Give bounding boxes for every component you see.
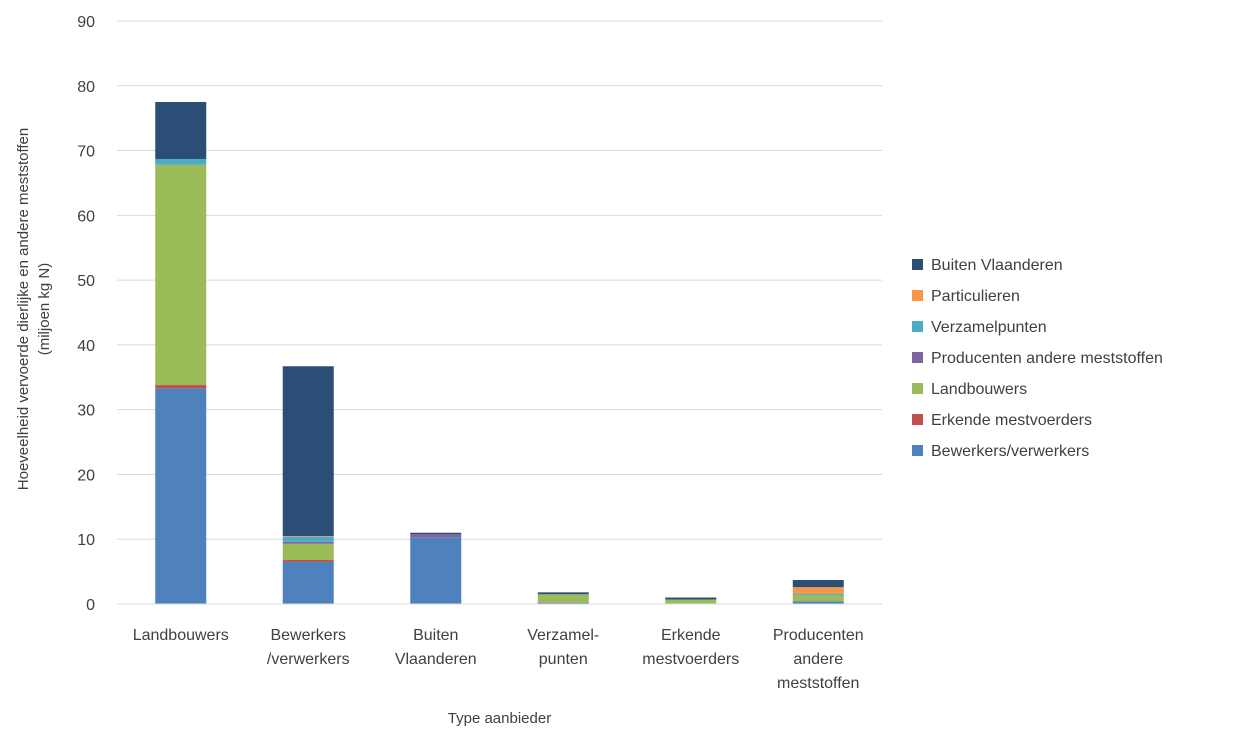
- y-axis-label-line: (miljoen kg N): [36, 263, 53, 356]
- y-axis-label: Hoeveelheid vervoerde dierlijke en ander…: [15, 128, 53, 490]
- bar-segment: [537, 592, 589, 595]
- y-tick-label: 40: [77, 338, 95, 355]
- y-tick-label: 80: [77, 79, 95, 96]
- legend-label: Producenten andere meststoffen: [931, 350, 1163, 367]
- bar-segment: [282, 561, 334, 604]
- y-tick-label: 0: [86, 597, 95, 614]
- x-tick-label: Erkende: [661, 627, 721, 644]
- legend-label: Landbouwers: [931, 381, 1027, 398]
- bar-segment: [282, 535, 334, 537]
- bar-segment: [282, 536, 334, 542]
- bar-segment: [282, 543, 334, 560]
- y-axis-label-line: Hoeveelheid vervoerde dierlijke en ander…: [15, 128, 32, 490]
- x-tick-label: punten: [539, 651, 588, 668]
- bar-segment: [792, 587, 844, 594]
- y-axis-ticks: 0 10 20 30 40 50 60 70 80 90: [77, 14, 95, 614]
- x-tick-label: Verzamel-: [527, 627, 599, 644]
- bar-segment: [792, 601, 844, 604]
- legend-swatch: [912, 352, 923, 363]
- bar-segment: [410, 534, 462, 538]
- bar-segment: [155, 158, 207, 165]
- y-tick-label: 20: [77, 467, 95, 484]
- bar-segment: [665, 597, 717, 600]
- legend-swatch: [912, 259, 923, 270]
- legend-swatch: [912, 290, 923, 301]
- y-tick-label: 50: [77, 273, 95, 290]
- legend-label: Verzamelpunten: [931, 319, 1047, 336]
- bar-segment: [792, 594, 844, 602]
- bar-segment: [792, 580, 844, 588]
- x-tick-label: Vlaanderen: [395, 651, 477, 668]
- x-tick-label: meststoffen: [777, 675, 859, 692]
- bar-segment: [410, 532, 462, 535]
- bar-segment: [282, 541, 334, 544]
- y-tick-label: 90: [77, 14, 95, 31]
- bar-segment: [537, 602, 589, 604]
- x-tick-label: Producenten: [773, 627, 864, 644]
- bar-segment: [155, 101, 207, 159]
- legend-swatch: [912, 383, 923, 394]
- bar-segment: [792, 593, 844, 595]
- legend-label: Buiten Vlaanderen: [931, 257, 1063, 274]
- bar-segment: [537, 594, 589, 603]
- legend-swatch: [912, 414, 923, 425]
- bars: [155, 101, 844, 604]
- x-tick-label: Landbouwers: [133, 627, 229, 644]
- x-tick-label: Bewerkers: [270, 627, 346, 644]
- x-axis-ticks: Landbouwers Bewerkers/verwerkers Buiten Vla…: [133, 627, 864, 692]
- y-tick-label: 10: [77, 532, 95, 549]
- legend-label: Particulieren: [931, 288, 1020, 305]
- y-tick-label: 30: [77, 403, 95, 420]
- y-tick-label: 60: [77, 208, 95, 225]
- bar-segment: [155, 388, 207, 604]
- x-tick-label: Buiten: [413, 627, 458, 644]
- legend-swatch: [912, 445, 923, 456]
- bar-segment: [410, 537, 462, 604]
- x-tick-label: mestvoerders: [642, 651, 739, 668]
- bar-segment: [282, 559, 334, 562]
- legend-label: Bewerkers/verwerkers: [931, 443, 1089, 460]
- legend-swatch: [912, 321, 923, 332]
- bar-segment: [282, 366, 334, 536]
- y-tick-label: 70: [77, 144, 95, 161]
- bar-segment: [155, 164, 207, 386]
- x-axis-label: Type aanbieder: [448, 710, 551, 727]
- legend-label: Erkende mestvoerders: [931, 412, 1092, 429]
- bar-segment: [155, 385, 207, 389]
- bar-segment: [665, 599, 717, 604]
- x-tick-label: /verwerkers: [267, 651, 350, 668]
- legend: Buiten Vlaanderen Particulieren Verzamelpu…: [912, 257, 1163, 460]
- x-tick-label: andere: [793, 651, 843, 668]
- gridlines: [117, 20, 882, 540]
